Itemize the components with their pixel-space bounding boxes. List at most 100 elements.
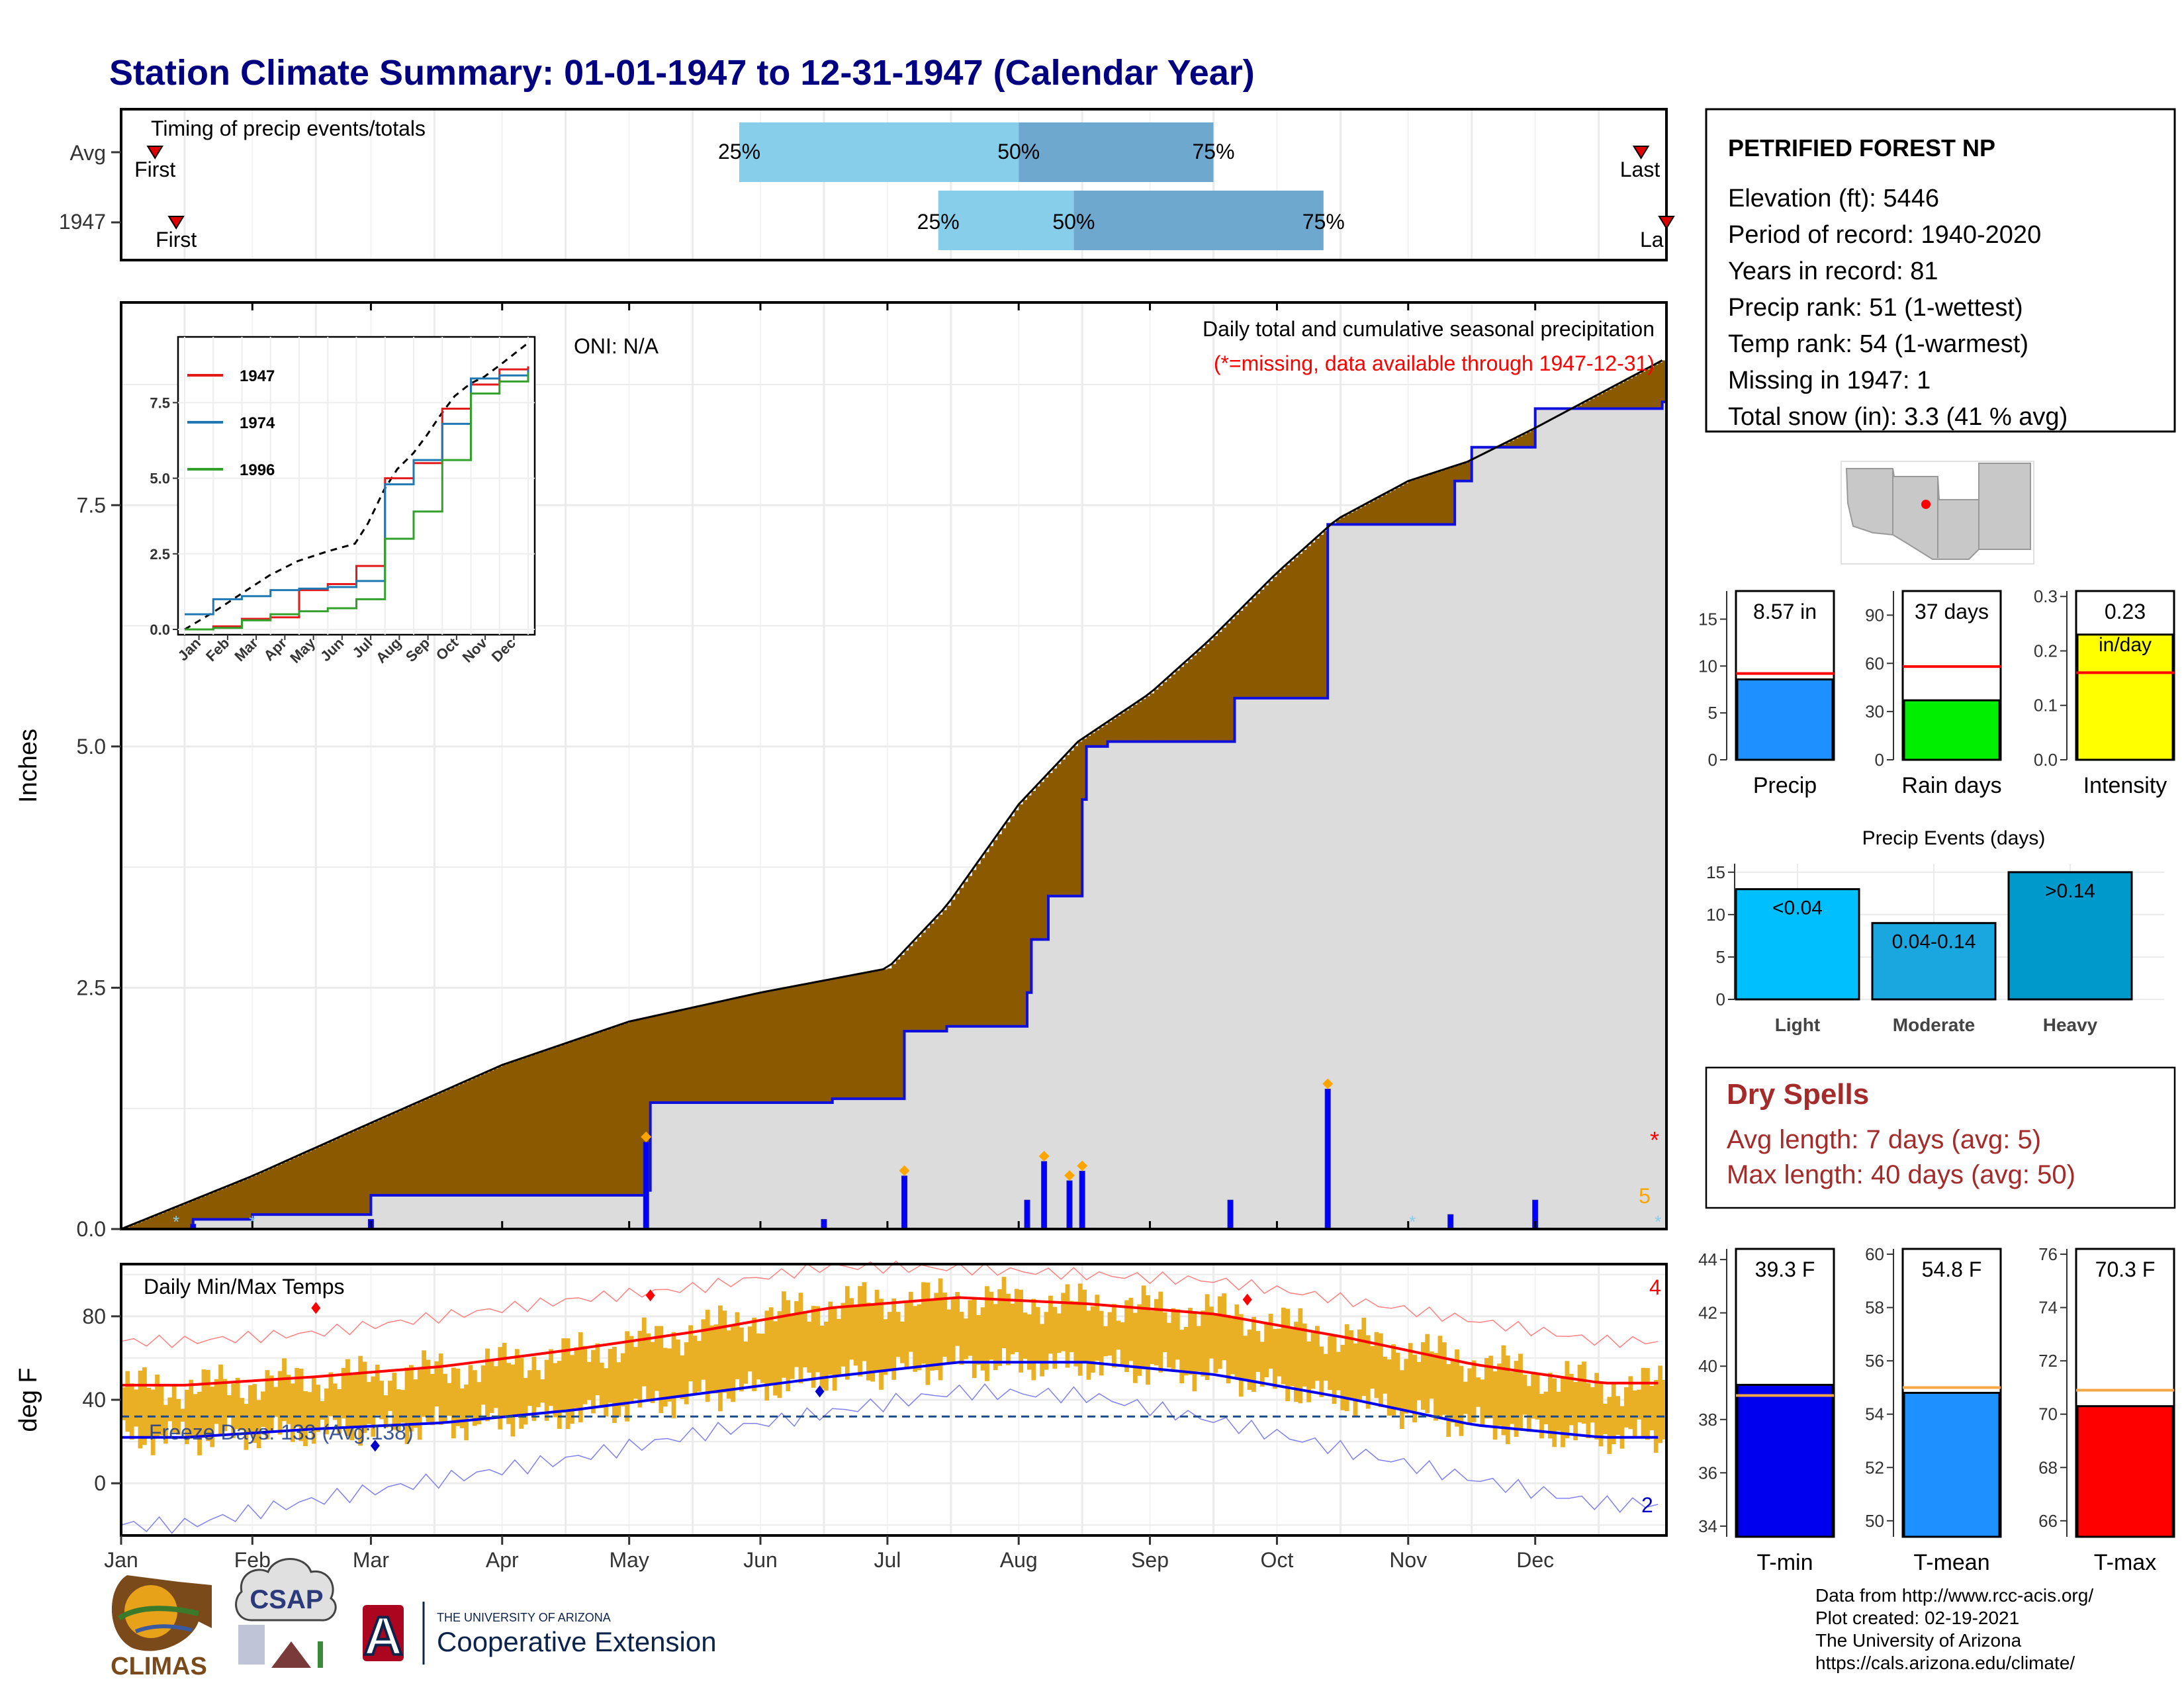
precip-difference-segment xyxy=(688,1009,693,1103)
precip-difference-segment xyxy=(1061,760,1066,896)
precip-difference-segment xyxy=(375,1121,380,1195)
precip-difference-segment xyxy=(159,1214,164,1229)
temp-count-blue: 2 xyxy=(1641,1493,1653,1517)
daily-temp-range-bar xyxy=(845,1286,850,1379)
precip-difference-segment xyxy=(828,980,833,1103)
events-ytick-label: 5 xyxy=(1716,947,1725,967)
dry-spells-box: Dry Spells Avg length: 7 days (avg: 5) M… xyxy=(1706,1068,2175,1208)
station-info-line: Elevation (ft): 5446 xyxy=(1728,185,1939,212)
precip-difference-segment xyxy=(434,1095,439,1195)
daily-temp-range-bar xyxy=(756,1334,761,1380)
precip-difference-segment xyxy=(320,1146,325,1214)
precip-difference-segment xyxy=(985,852,989,1026)
mini-intensity-ytick-label: 0.1 xyxy=(2034,696,2058,715)
precip-difference-segment xyxy=(278,1165,283,1215)
tbar-t-min-bar xyxy=(1737,1385,1833,1537)
precip-difference-segment xyxy=(833,979,837,1099)
mini-precip-label: Precip xyxy=(1753,773,1817,798)
precip-difference-segment xyxy=(1264,585,1269,698)
daily-temp-range-bar xyxy=(925,1283,930,1385)
mini-precip-value-label: 8.57 in xyxy=(1753,600,1817,623)
precip-difference-segment xyxy=(629,1021,634,1195)
daily-temp-range-bar xyxy=(1463,1382,1468,1414)
event-bar-value: <0.04 xyxy=(1772,897,1823,919)
precip-difference-segment xyxy=(519,1059,523,1195)
daily-precip-bar xyxy=(1448,1214,1453,1229)
daily-temp-range-bar xyxy=(1150,1310,1155,1364)
precip-difference-segment xyxy=(1459,465,1464,481)
inset-legend-label: 1947 xyxy=(240,367,275,385)
mini-intensity-value-label: 0.23 xyxy=(2105,600,2146,623)
precip-difference-segment xyxy=(968,876,972,1026)
temp-ytick-label: 0 xyxy=(94,1471,106,1495)
daily-temp-range-bar xyxy=(1184,1327,1189,1375)
timing-q25-label: 25% xyxy=(718,140,760,163)
daily-temp-range-bar xyxy=(879,1299,884,1390)
event-bar-label: Light xyxy=(1775,1015,1820,1035)
precip-caption: Daily total and cumulative seasonal prec… xyxy=(1203,317,1655,341)
precip-difference-segment xyxy=(1255,594,1260,698)
tbar-t-mean-bar xyxy=(1904,1393,1999,1537)
precip-difference-segment xyxy=(1087,736,1091,747)
precip-difference-segment xyxy=(1142,699,1146,741)
precip-difference-segment xyxy=(587,1036,592,1195)
precip-difference-segment xyxy=(422,1101,426,1195)
daily-temp-range-bar xyxy=(955,1292,960,1346)
daily-temp-range-bar xyxy=(1048,1296,1053,1354)
precip-ytick-label: 0.0 xyxy=(77,1217,106,1241)
precip-difference-segment xyxy=(815,982,820,1103)
precip-difference-segment xyxy=(324,1144,329,1214)
temp-count-red: 4 xyxy=(1649,1275,1661,1299)
precip-difference-segment xyxy=(672,1012,676,1103)
daily-temp-range-bar xyxy=(566,1338,570,1429)
precip-difference-segment xyxy=(1319,535,1324,698)
precip-difference-segment xyxy=(299,1155,304,1214)
precip-difference-segment xyxy=(1349,513,1353,525)
daily-temp-range-bar xyxy=(1408,1343,1413,1412)
precip-difference-segment xyxy=(612,1027,617,1195)
daily-temp-range-bar xyxy=(985,1286,989,1381)
precip-difference-segment xyxy=(748,995,752,1103)
daily-temp-range-bar xyxy=(1069,1301,1074,1352)
daily-temp-range-bar xyxy=(942,1293,947,1357)
tbar-t-mean-label: T-mean xyxy=(1913,1550,1989,1575)
tbar-t-mean-ytick-label: 54 xyxy=(1865,1404,1884,1424)
daily-temp-range-bar xyxy=(1099,1311,1104,1376)
station-info-line: Total snow (in): 3.3 (41 % avg) xyxy=(1728,403,2068,431)
tbar-t-max-ytick-label: 70 xyxy=(2038,1404,2058,1424)
precip-difference-segment xyxy=(1108,722,1113,742)
daily-temp-range-bar xyxy=(655,1326,659,1391)
timing-row-avg-label: Avg xyxy=(69,141,106,165)
precip-difference-segment xyxy=(752,995,756,1103)
precip-difference-segment xyxy=(291,1159,295,1214)
precip-difference-segment xyxy=(1171,674,1176,742)
daily-temp-range-bar xyxy=(621,1353,625,1406)
daily-temp-range-bar xyxy=(540,1379,545,1402)
daily-temp-range-bar xyxy=(227,1395,232,1418)
precip-difference-segment xyxy=(1218,632,1222,742)
precip-difference-segment xyxy=(1146,696,1150,742)
daily-temp-range-bar xyxy=(1375,1332,1379,1398)
daily-temp-range-bar xyxy=(837,1319,841,1377)
precip-difference-segment xyxy=(1425,475,1430,524)
timing-label: Timing of precip events/totals xyxy=(151,116,426,140)
precip-difference-segment xyxy=(1357,508,1362,524)
precip-difference-segment xyxy=(561,1044,566,1195)
precip-difference-segment xyxy=(1430,474,1434,524)
inset-ytick-label: 2.5 xyxy=(150,546,170,563)
precip-difference-segment xyxy=(1306,546,1311,698)
daily-temp-range-bar xyxy=(862,1282,867,1361)
precip-difference-segment xyxy=(1137,702,1142,741)
daily-temp-range-bar xyxy=(515,1349,520,1417)
precip-difference-segment xyxy=(257,1174,261,1214)
inset-legend-label: 1974 xyxy=(240,414,275,432)
precip-difference-segment xyxy=(185,1203,189,1229)
precip-difference-segment xyxy=(1133,705,1138,742)
precip-panel: **** 0.02.55.07.5 Inches Daily total and… xyxy=(15,302,1667,1241)
precip-difference-segment xyxy=(884,969,888,1099)
precip-difference-segment xyxy=(227,1186,232,1219)
daily-temp-range-bar xyxy=(494,1366,498,1408)
events-title: Precip Events (days) xyxy=(1862,827,2046,849)
precip-difference-segment xyxy=(981,858,985,1026)
